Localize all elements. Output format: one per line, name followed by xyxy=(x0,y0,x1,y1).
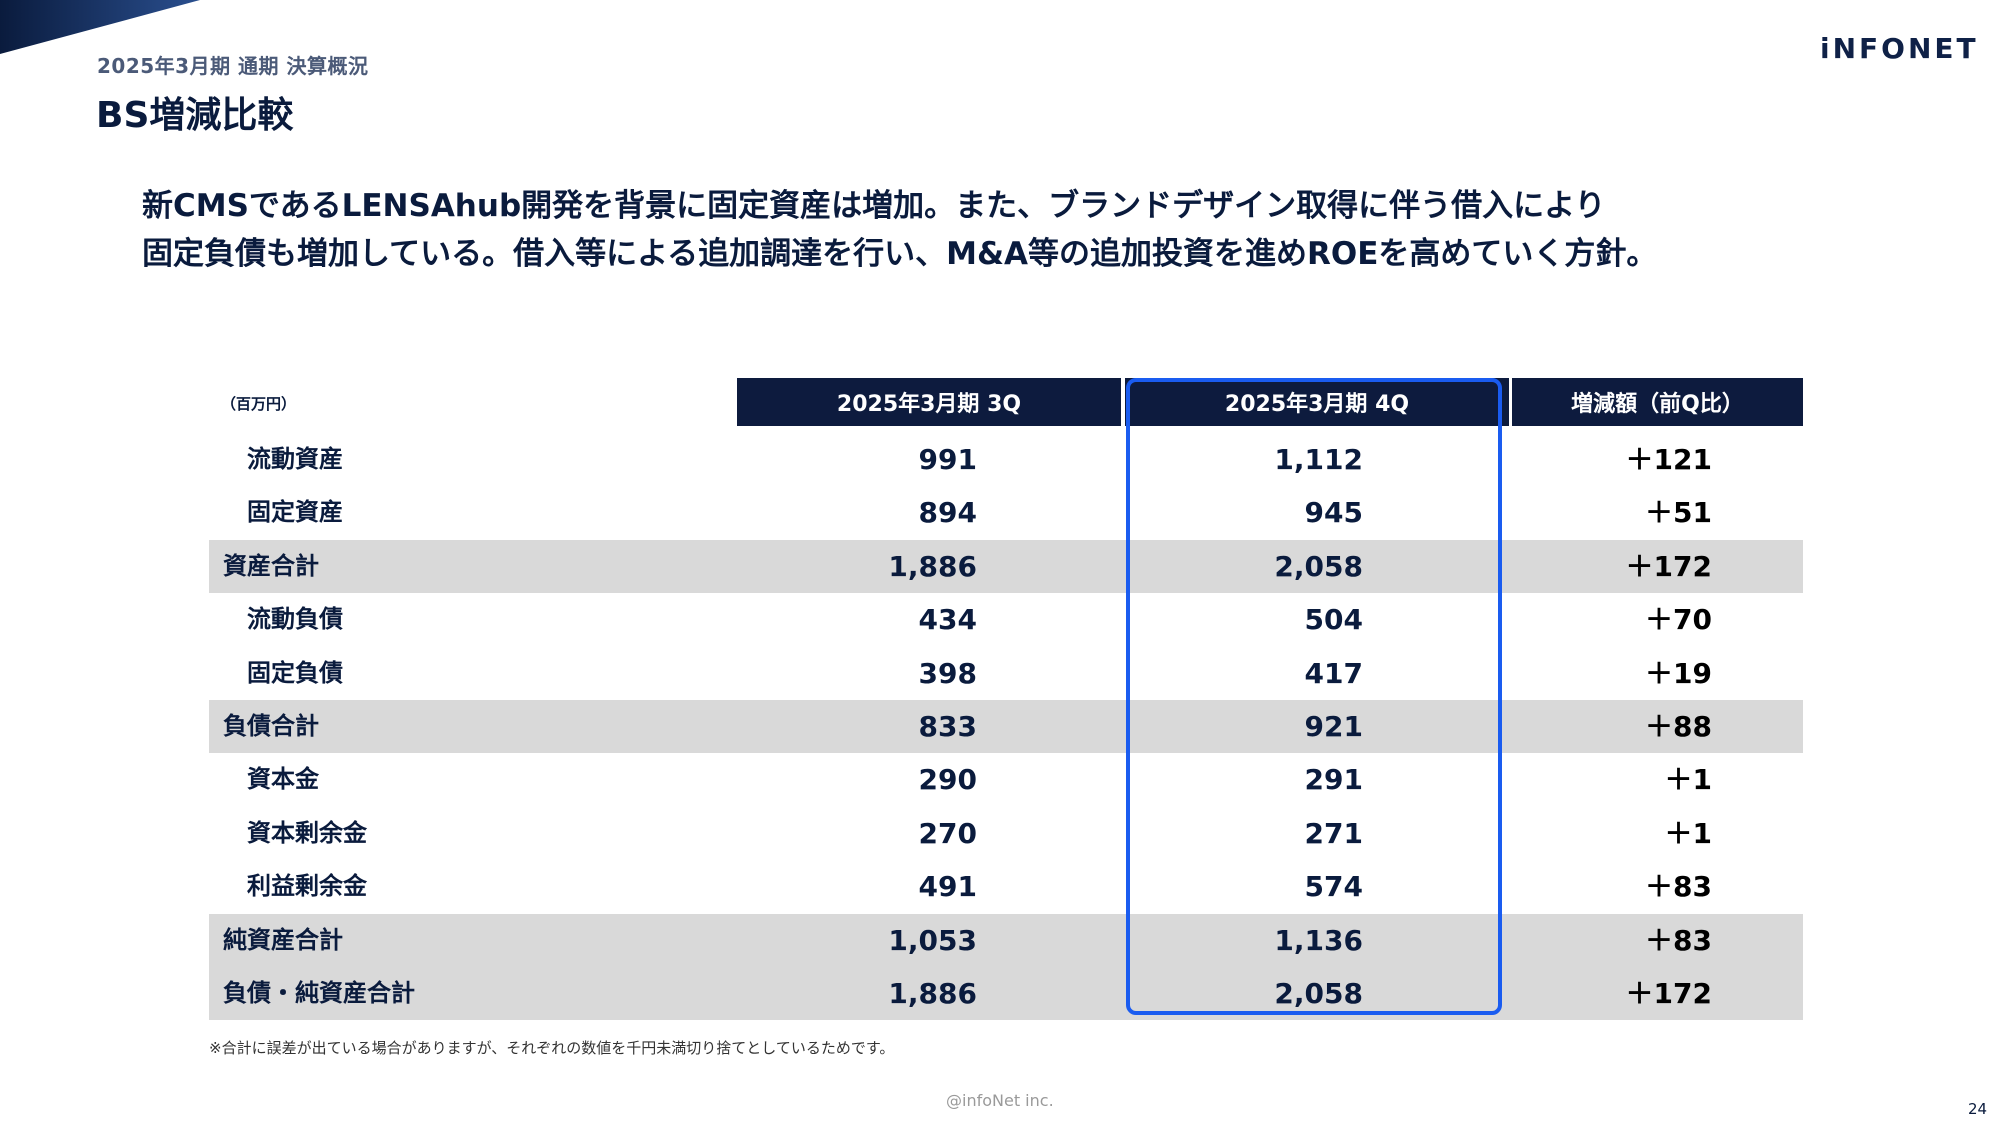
row-label: 純資産合計 xyxy=(223,925,343,954)
row-label: 資本金 xyxy=(247,765,319,794)
page-number: 24 xyxy=(1968,1100,1988,1118)
column-header-diff: 増減額（前Q比） xyxy=(1512,378,1803,426)
copyright-text: @infoNet inc. xyxy=(946,1091,1054,1110)
page-title: BS増減比較 xyxy=(96,95,294,136)
value-4q: 2,058 xyxy=(1274,549,1363,583)
column-header-3q: 2025年3月期 3Q xyxy=(737,378,1121,426)
row-label: 負債・純資産合計 xyxy=(223,978,415,1007)
column-header-4q: 2025年3月期 4Q xyxy=(1125,378,1509,426)
table-body: 流動資産 991 1,112 ＋121 固定資産 894 945 ＋51 資産合… xyxy=(209,433,1803,1021)
value-diff: ＋121 xyxy=(1625,443,1712,476)
table-row-total: 負債・純資産合計 1,886 2,058 ＋172 xyxy=(209,966,1803,1021)
table-row: 資本剰余金 270 271 ＋1 xyxy=(209,807,1803,860)
value-3q: 290 xyxy=(918,763,977,797)
row-label: 資産合計 xyxy=(223,551,319,580)
value-4q: 417 xyxy=(1304,656,1363,690)
value-diff: ＋70 xyxy=(1645,603,1712,637)
value-4q: 1,112 xyxy=(1274,443,1363,476)
lead-line-1: 新CMSであるLENSAhub開発を背景に固定資産は増加。また、ブランドデザイン… xyxy=(142,188,1606,224)
section-subtitle: 2025年3月期 通期 決算概況 xyxy=(97,54,369,78)
table-row: 利益剰余金 491 574 ＋83 xyxy=(209,860,1803,913)
value-3q: 1,053 xyxy=(888,923,977,957)
value-diff: ＋1 xyxy=(1664,763,1712,797)
row-label: 固定資産 xyxy=(247,498,343,527)
value-4q: 504 xyxy=(1304,603,1363,637)
company-logo: iNFONET xyxy=(1820,32,1979,65)
value-4q: 574 xyxy=(1304,870,1363,904)
value-3q: 894 xyxy=(918,496,977,530)
value-3q: 833 xyxy=(918,709,977,743)
row-label: 負債合計 xyxy=(223,711,319,740)
value-4q: 921 xyxy=(1304,709,1363,743)
value-4q: 1,136 xyxy=(1274,923,1363,957)
value-diff: ＋172 xyxy=(1625,549,1712,583)
value-diff: ＋88 xyxy=(1645,709,1712,743)
corner-accent-shape xyxy=(0,0,200,54)
value-diff: ＋83 xyxy=(1645,923,1712,957)
value-diff: ＋51 xyxy=(1645,496,1712,530)
table-row: 固定資産 894 945 ＋51 xyxy=(209,486,1803,539)
value-3q: 1,886 xyxy=(888,976,977,1010)
value-3q: 434 xyxy=(918,603,977,637)
row-label: 利益剰余金 xyxy=(247,872,367,901)
table-row-total: 純資産合計 1,053 1,136 ＋83 xyxy=(209,913,1803,967)
table-row: 資本金 290 291 ＋1 xyxy=(209,753,1803,806)
value-4q: 945 xyxy=(1304,496,1363,530)
value-3q: 991 xyxy=(918,443,977,476)
value-3q: 270 xyxy=(918,816,977,850)
value-4q: 291 xyxy=(1304,763,1363,797)
value-diff: ＋172 xyxy=(1625,976,1712,1010)
table-row: 流動負債 434 504 ＋70 xyxy=(209,593,1803,646)
table-row: 流動資産 991 1,112 ＋121 xyxy=(209,433,1803,486)
value-diff: ＋83 xyxy=(1645,870,1712,904)
value-3q: 1,886 xyxy=(888,549,977,583)
table-row: 固定負債 398 417 ＋19 xyxy=(209,647,1803,700)
value-3q: 491 xyxy=(918,870,977,904)
value-4q: 2,058 xyxy=(1274,976,1363,1010)
lead-line-2: 固定負債も増加している。借入等による追加調達を行い、M&A等の追加投資を進めRO… xyxy=(142,236,1658,272)
footnote: ※合計に誤差が出ている場合がありますが、それぞれの数値を千円未満切り捨てとしてい… xyxy=(209,1039,895,1057)
row-label: 資本剰余金 xyxy=(247,818,367,847)
row-label: 流動負債 xyxy=(247,605,343,634)
table-row-total: 資産合計 1,886 2,058 ＋172 xyxy=(209,539,1803,594)
value-3q: 398 xyxy=(918,656,977,690)
value-4q: 271 xyxy=(1304,816,1363,850)
value-diff: ＋19 xyxy=(1645,656,1712,690)
row-label: 流動資産 xyxy=(247,445,343,473)
value-diff: ＋1 xyxy=(1664,816,1712,850)
row-label: 固定負債 xyxy=(247,658,343,687)
table-row-total: 負債合計 833 921 ＋88 xyxy=(209,699,1803,754)
unit-label: （百万円） xyxy=(221,395,297,413)
lead-text: 新CMSであるLENSAhub開発を背景に固定資産は増加。また、ブランドデザイン… xyxy=(142,182,1657,278)
